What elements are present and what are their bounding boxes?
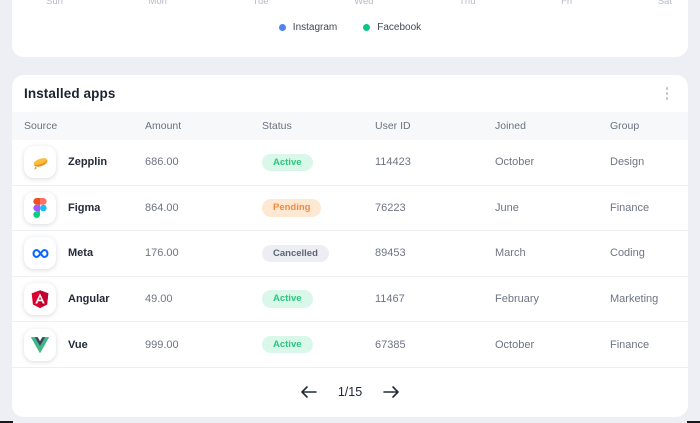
column-header-joined: Joined <box>495 120 526 132</box>
source-cell: Meta <box>24 237 145 270</box>
x-axis-label: Thu <box>459 0 476 7</box>
column-header-status: Status <box>262 120 292 132</box>
status-badge: Cancelled <box>262 244 329 263</box>
joined-cell: October <box>495 156 535 169</box>
amount-cell: 686.00 <box>145 156 179 169</box>
figma-icon <box>24 191 56 224</box>
x-axis-label: Mon <box>148 0 167 7</box>
group-cell: Design <box>610 156 645 169</box>
status-badge: Active <box>262 335 313 354</box>
column-header-group: Group <box>610 120 640 132</box>
column-header-user-id: User ID <box>375 120 411 132</box>
status-cell: Active <box>262 335 375 354</box>
status-cell: Pending <box>262 199 375 217</box>
amount-cell: 999.00 <box>145 338 179 351</box>
user-id-cell: 89453 <box>375 247 406 260</box>
meta-icon <box>24 237 56 270</box>
status-cell: Active <box>262 290 375 308</box>
kebab-menu-icon[interactable] <box>660 83 675 104</box>
table-row: Zepplin 686.00 Active 114423 October Des… <box>12 140 688 186</box>
chart-x-axis: Sun Mon Tue Wed Thu Fri Sat <box>46 0 672 7</box>
table-row: Figma 864.00 Pending 76223 June Finance <box>12 186 688 232</box>
group-cell: Finance <box>610 338 650 351</box>
x-axis-label: Wed <box>354 0 374 7</box>
arrow-left-icon[interactable] <box>298 383 320 401</box>
legend-label: Facebook <box>377 22 422 33</box>
amount-cell: 49.00 <box>145 293 173 306</box>
page-indicator: 1/15 <box>337 385 363 400</box>
table-row: Vue 999.00 Active 67385 October Finance <box>12 322 688 368</box>
legend-label: Instagram <box>292 22 338 33</box>
amount-cell: 864.00 <box>145 201 179 214</box>
table-row: Meta 176.00 Cancelled 89453 March Coding <box>12 231 688 277</box>
user-id-cell: 76223 <box>375 201 406 214</box>
x-axis-label: Sun <box>46 0 63 7</box>
chart-legend: Instagram Facebook <box>12 22 688 33</box>
screen-edge-artifact <box>687 421 700 423</box>
joined-cell: October <box>495 338 535 351</box>
status-cell: Cancelled <box>262 244 375 263</box>
x-axis-label: Fri <box>561 0 573 7</box>
table-header-row: Source Amount Status User ID Joined Grou… <box>12 112 688 140</box>
page-title: Installed apps <box>24 86 116 101</box>
table-row: Angular 49.00 Active 11467 February Mark… <box>12 277 688 323</box>
arrow-right-icon[interactable] <box>380 383 402 401</box>
joined-cell: June <box>495 201 519 214</box>
card-header: Installed apps <box>12 75 688 112</box>
group-cell: Coding <box>610 247 645 260</box>
user-id-cell: 114423 <box>375 156 411 169</box>
source-cell: Figma <box>24 191 145 224</box>
facebook-series-dot <box>363 24 371 31</box>
legend-item-facebook[interactable]: Facebook <box>363 22 421 33</box>
group-cell: Marketing <box>610 293 659 306</box>
pagination: 1/15 <box>12 368 688 417</box>
user-id-cell: 11467 <box>375 293 405 306</box>
column-header-amount: Amount <box>145 120 182 132</box>
source-cell: Zepplin <box>24 146 145 179</box>
x-axis-label: Tue <box>252 0 269 7</box>
column-header-source: Source <box>24 120 58 132</box>
status-badge: Active <box>262 153 313 172</box>
legend-item-instagram[interactable]: Instagram <box>278 22 338 33</box>
group-cell: Finance <box>610 201 650 214</box>
x-axis-label: Sat <box>657 0 672 7</box>
angular-icon <box>24 283 56 316</box>
screen-edge-artifact <box>0 421 13 423</box>
table-body: Zepplin 686.00 Active 114423 October Des… <box>12 140 688 368</box>
instagram-series-dot <box>278 24 286 31</box>
amount-cell: 176.00 <box>145 247 179 260</box>
installed-apps-card: Installed apps Source Amount Status User… <box>12 75 688 417</box>
joined-cell: March <box>495 247 526 260</box>
source-cell: Angular <box>24 283 145 316</box>
joined-cell: February <box>495 293 540 306</box>
vue-icon <box>24 328 56 361</box>
chart-card: Sun Mon Tue Wed Thu Fri Sat Instagram Facebook <box>12 0 688 57</box>
status-badge: Pending <box>262 199 322 217</box>
source-cell: Vue <box>24 328 145 361</box>
user-id-cell: 67385 <box>375 338 406 351</box>
status-cell: Active <box>262 153 375 172</box>
zeplin-icon <box>24 146 56 179</box>
status-badge: Active <box>262 290 313 308</box>
